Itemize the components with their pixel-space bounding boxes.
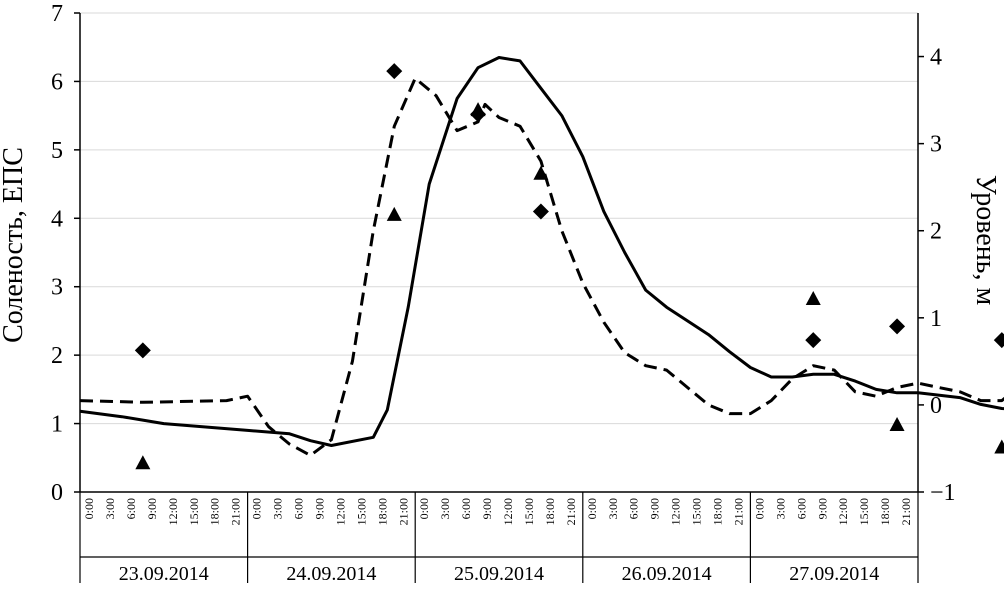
series-line-solid xyxy=(79,56,1004,447)
hour-label: 12:00 xyxy=(836,498,850,525)
hour-label: 3:00 xyxy=(103,498,117,519)
hour-label: 9:00 xyxy=(480,498,494,519)
left-tick-label: 3 xyxy=(51,275,63,301)
hour-label: 0:00 xyxy=(417,498,431,519)
triangle-marker xyxy=(805,291,821,306)
x-axis-labels: 23.09.2014 0:00 3:00 6:00 9:00 12:00 15:00 18:0… xyxy=(79,492,919,585)
hour-label: 6:00 xyxy=(459,498,473,519)
right-tick-label: −1 xyxy=(930,480,956,506)
hour-label: 21:00 xyxy=(899,498,913,525)
hour-label: 0:00 xyxy=(752,498,766,519)
right-tick-label: 1 xyxy=(930,306,942,332)
left-tick-label: 2 xyxy=(51,343,63,369)
hour-label: 0:00 xyxy=(250,498,264,519)
right-tick-label: 3 xyxy=(930,132,942,158)
triangle-marker xyxy=(533,165,549,180)
left-tick-label: 6 xyxy=(51,69,63,95)
hour-label: 3:00 xyxy=(271,498,285,519)
hour-label: 3:00 xyxy=(438,498,452,519)
left-tick-label: 1 xyxy=(51,412,63,438)
hour-label: 12:00 xyxy=(501,498,515,525)
hour-label: 18:00 xyxy=(208,498,222,525)
hour-label: 3:00 xyxy=(606,498,620,519)
hour-label: 12:00 xyxy=(333,498,347,525)
hour-label: 15:00 xyxy=(857,498,871,525)
right-tick-label: 0 xyxy=(930,393,942,419)
hour-label: 18:00 xyxy=(543,498,557,525)
diamond-marker xyxy=(386,63,403,80)
hour-label: 12:00 xyxy=(669,498,683,525)
hour-label: 21:00 xyxy=(731,498,745,525)
right-axis-ticks: −1 0 1 2 3 4 xyxy=(918,45,956,506)
triangle-marker xyxy=(470,102,486,117)
hour-label: 9:00 xyxy=(145,498,159,519)
diamond-marker xyxy=(993,332,1004,349)
triangle-marker xyxy=(889,416,905,431)
hour-label: 15:00 xyxy=(522,498,536,525)
hour-label: 9:00 xyxy=(648,498,662,519)
diamond-marker xyxy=(134,342,151,359)
y-axis-label-left: Соленость, ЕПС xyxy=(0,147,29,343)
left-tick-label: 4 xyxy=(51,206,63,232)
date-label: 23.09.2014 xyxy=(119,563,209,585)
hour-label: 6:00 xyxy=(794,498,808,519)
date-label: 25.09.2014 xyxy=(454,563,544,585)
hour-label: 18:00 xyxy=(878,498,892,525)
hour-label: 9:00 xyxy=(815,498,829,519)
hour-label: 0:00 xyxy=(82,498,96,519)
y-axis-label-right: Уровень, м xyxy=(970,175,1001,306)
hour-label: 6:00 xyxy=(124,498,138,519)
hour-label: 15:00 xyxy=(690,498,704,525)
diamond-marker xyxy=(889,318,906,335)
diamond-marker xyxy=(532,203,549,220)
hour-label: 15:00 xyxy=(354,498,368,525)
right-tick-label: 2 xyxy=(930,219,942,245)
date-label: 26.09.2014 xyxy=(622,563,712,585)
hour-label: 6:00 xyxy=(292,498,306,519)
gridlines xyxy=(80,12,918,425)
left-tick-label: 0 xyxy=(51,480,63,506)
date-label: 24.09.2014 xyxy=(286,563,376,585)
triangle-marker xyxy=(135,455,151,470)
series-line-dashed xyxy=(79,76,1004,457)
hour-label: 15:00 xyxy=(187,498,201,525)
hour-label: 3:00 xyxy=(773,498,787,519)
hour-label: 0:00 xyxy=(585,498,599,519)
triangle-marker xyxy=(994,439,1004,454)
hour-label: 12:00 xyxy=(166,498,180,525)
diamond-marker xyxy=(805,332,822,349)
left-tick-label: 5 xyxy=(51,138,63,164)
axes xyxy=(79,13,919,493)
hour-label: 18:00 xyxy=(375,498,389,525)
date-label: 27.09.2014 xyxy=(789,563,879,585)
hour-label: 18:00 xyxy=(711,498,725,525)
hour-label: 21:00 xyxy=(564,498,578,525)
right-tick-label: 4 xyxy=(930,45,942,71)
hour-label: 6:00 xyxy=(627,498,641,519)
left-tick-label: 7 xyxy=(51,1,63,27)
series-layer xyxy=(79,56,1004,470)
left-axis-ticks: 0 1 2 3 4 5 6 7 xyxy=(51,1,80,506)
hour-label: 21:00 xyxy=(396,498,410,525)
triangle-marker xyxy=(386,206,402,221)
hour-label: 21:00 xyxy=(229,498,243,525)
hour-label: 9:00 xyxy=(312,498,326,519)
